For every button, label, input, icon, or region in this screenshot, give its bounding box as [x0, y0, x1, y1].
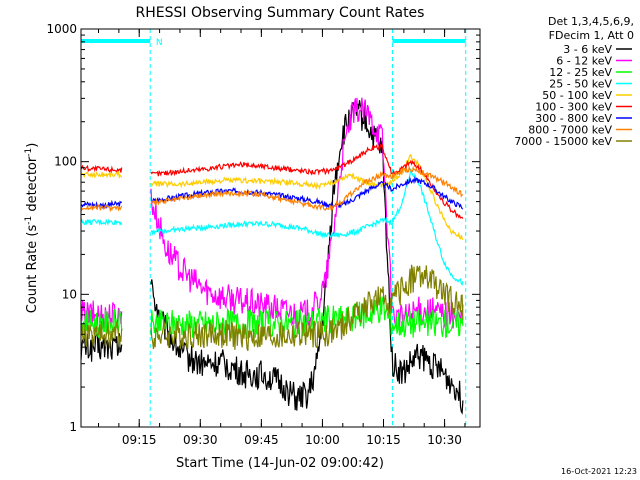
y-tick-label: 1000: [46, 22, 77, 36]
legend-label: 7000 - 15000 keV: [514, 135, 612, 148]
legend-label: 25 - 50 keV: [549, 78, 612, 91]
legend-label: 6 - 12 keV: [556, 55, 612, 68]
x-tick-label: 10:15: [366, 433, 401, 447]
legend-label: 800 - 7000 keV: [528, 124, 612, 137]
y-tick-label: 100: [54, 155, 77, 169]
series-line: [81, 264, 464, 351]
legend-label: 3 - 6 keV: [563, 43, 612, 56]
x-axis: 09:15 09:30 09:45 10:00 10:15 10:30: [98, 29, 466, 447]
x-tick-label: 09:45: [244, 433, 279, 447]
y-axis-label-part3: ): [25, 143, 40, 148]
y-axis-label: Count Rate (s-1 detector-1): [24, 143, 40, 314]
y-axis: 1 10 100 1000: [46, 22, 480, 434]
series-line: [81, 153, 464, 241]
legend-header-2: FDecim 1, Att 0: [549, 29, 634, 42]
plot-area: [80, 28, 481, 428]
series-line: [81, 168, 464, 287]
y-tick-label: 10: [62, 287, 77, 301]
y-axis-label-sup1: -1: [24, 216, 34, 225]
x-axis-label: Start Time (14-Jun-02 09:00:42): [176, 456, 384, 471]
timestamp: 16-Oct-2021 12:23: [561, 467, 637, 476]
night-marker: N: [156, 38, 163, 48]
x-tick-label: 09:30: [183, 433, 218, 447]
series-lines: [81, 97, 464, 415]
x-tick-label: 10:00: [305, 433, 340, 447]
y-axis-label-part1: Count Rate (s: [25, 225, 40, 314]
series-line: [81, 143, 464, 219]
series-line: [81, 295, 464, 339]
legend-label: 12 - 25 keV: [549, 66, 612, 79]
legend: Det 1,3,4,5,6,9, FDecim 1, Att 0 3 - 6 k…: [514, 15, 634, 148]
chart-title: RHESSI Observing Summary Count Rates: [136, 5, 425, 21]
y-axis-label-part2: detector: [25, 156, 40, 216]
x-tick-label: 09:15: [122, 433, 157, 447]
series-line: [81, 97, 464, 331]
series-line: [81, 100, 464, 415]
series-line: [81, 175, 464, 210]
series-line: [81, 165, 464, 213]
legend-label: 50 - 100 keV: [542, 89, 612, 102]
x-tick-label: 10:30: [427, 433, 462, 447]
night-intervals: N: [81, 29, 467, 427]
legend-header-1: Det 1,3,4,5,6,9,: [548, 15, 634, 28]
legend-label: 300 - 800 keV: [535, 112, 612, 125]
y-axis-label-sup2: -1: [24, 148, 34, 157]
legend-label: 100 - 300 keV: [535, 101, 612, 114]
y-tick-label: 1: [69, 420, 77, 434]
